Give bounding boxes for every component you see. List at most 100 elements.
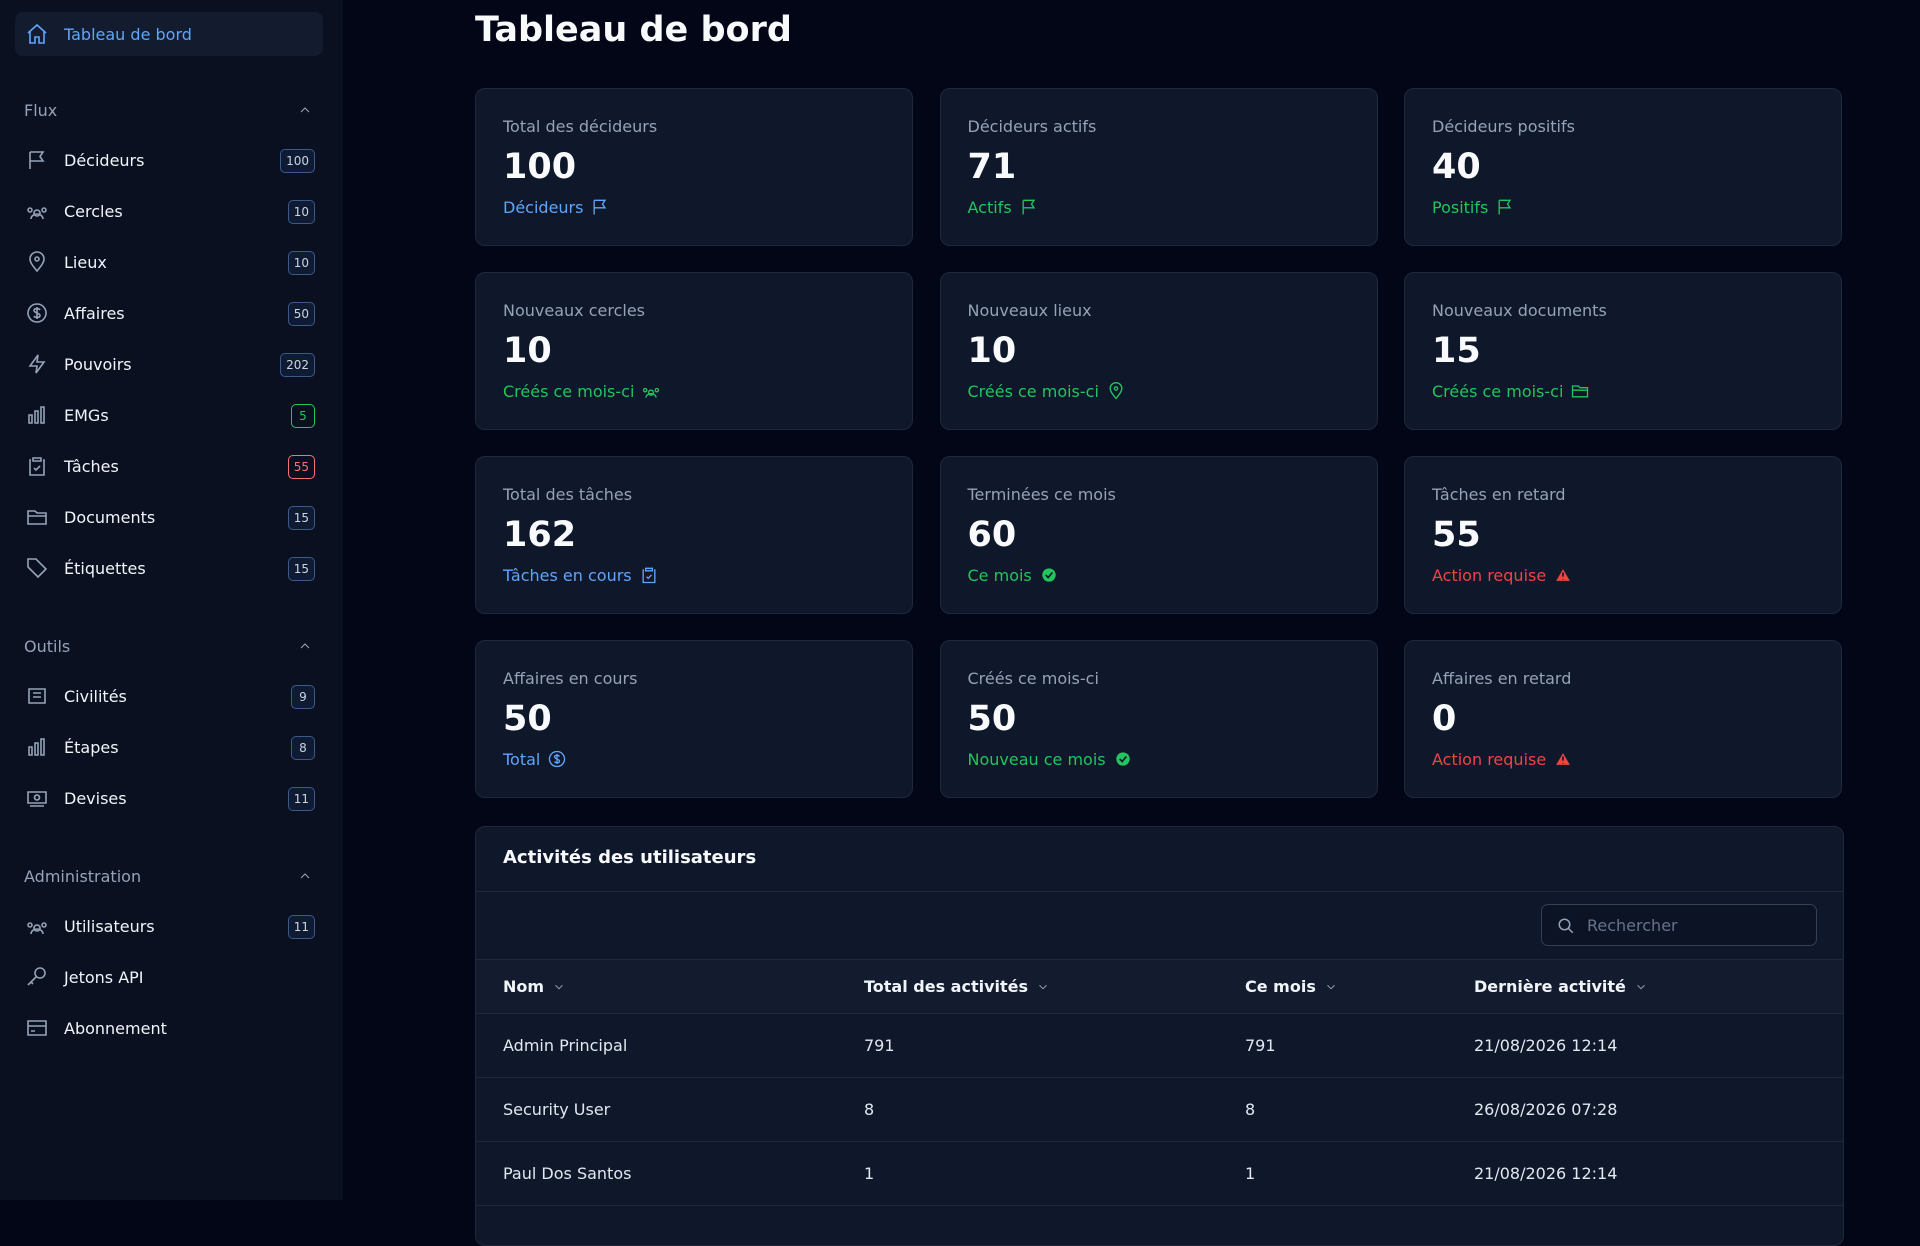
card-link[interactable]: Tâches en cours (503, 565, 659, 585)
nav-icon-path (27, 510, 47, 525)
table-cell: Admin Principal (503, 1036, 628, 1055)
section-title: Flux (24, 100, 58, 120)
nav-label: Tâches (64, 457, 119, 476)
table-cell: 791 (1245, 1036, 1276, 1055)
panel-title: Activités des utilisateurs (503, 847, 757, 868)
card-icon (1022, 199, 1035, 215)
column-header[interactable]: Ce mois (1245, 960, 1338, 1013)
stat-card: Total des décideurs 100 Décideurs (475, 88, 913, 246)
nav-icon (28, 354, 46, 374)
nav-icon-path (28, 406, 45, 424)
stat-card: Décideurs positifs 40 Positifs (1404, 88, 1842, 246)
nav-item[interactable]: EMGs 5 (15, 390, 323, 441)
nav-badge: 9 (291, 685, 315, 709)
nav-icon-path (29, 457, 45, 476)
card-label: Affaires en retard (1432, 669, 1572, 688)
table-cell: 8 (864, 1100, 875, 1119)
column-title: Dernière activité (1474, 977, 1626, 996)
card-label: Décideurs positifs (1432, 117, 1575, 136)
nav-item[interactable]: Tâches 55 (15, 441, 323, 492)
collapse-icon-path (300, 107, 310, 113)
nav-item[interactable]: Documents 15 (15, 492, 323, 543)
card-icon (549, 750, 566, 768)
nav-item[interactable]: Abonnement (15, 1003, 323, 1054)
column-header[interactable]: Total des activités (864, 960, 1050, 1013)
nav-dashboard[interactable]: Tableau de bord (15, 12, 323, 56)
nav-item[interactable]: Devises 11 (15, 773, 323, 824)
nav-item[interactable]: Étiquettes 15 (15, 543, 323, 594)
card-link-text: Total (503, 749, 541, 769)
nav-icon (27, 510, 47, 525)
nav-icon (27, 1020, 47, 1036)
nav-icon (27, 207, 47, 220)
card-link[interactable]: Créés ce mois-ci (968, 381, 1126, 401)
table-row[interactable]: Admin Principal 791 791 21/08/2026 12:14 (476, 1014, 1843, 1078)
card-link[interactable]: Action requise (1432, 565, 1573, 585)
nav-icon-path (28, 738, 45, 756)
stat-card: Affaires en retard 0 Action requise (1404, 640, 1842, 798)
card-value: 40 (1432, 147, 1481, 187)
stat-card: Tâches en retard 55 Action requise (1404, 456, 1842, 614)
card-icon (1498, 199, 1512, 215)
card-link[interactable]: Nouveau ce mois (968, 749, 1133, 769)
sort-icon-path (555, 984, 563, 989)
column-header[interactable]: Dernière activité (1474, 960, 1648, 1013)
nav-badge: 15 (287, 557, 315, 581)
card-link[interactable]: Ce mois (968, 565, 1059, 585)
stat-card: Nouveaux cercles 10 Créés ce mois-ci (475, 272, 913, 430)
search-placeholder: Rechercher (1587, 915, 1678, 935)
sort-icon-path (1327, 984, 1335, 989)
nav-item[interactable]: Utilisateurs 11 (15, 901, 323, 952)
nav-item[interactable]: Étapes 8 (15, 722, 323, 773)
nav-item[interactable]: Pouvoirs 202 (15, 339, 323, 390)
nav-item[interactable]: Lieux 10 (15, 237, 323, 288)
card-link[interactable]: Décideurs (503, 197, 610, 217)
nav-item[interactable]: Jetons API (15, 952, 323, 1003)
nav-label: Civilités (64, 687, 127, 706)
nav-item[interactable]: Civilités 9 (15, 671, 323, 722)
table-cell: 1 (1245, 1164, 1256, 1183)
section-header[interactable]: Flux (15, 90, 323, 130)
nav-badge: 202 (280, 353, 315, 377)
sort-icon (1637, 984, 1645, 989)
section-header[interactable]: Outils (15, 626, 323, 666)
nav-icon-path (29, 151, 45, 169)
table-cell: 26/08/2026 07:28 (1474, 1100, 1618, 1119)
nav-item[interactable]: Affaires 50 (15, 288, 323, 339)
nav-list: Civilités 9 Étapes 8 Devises 11 (15, 671, 323, 824)
nav-item[interactable]: Décideurs 100 (15, 135, 323, 186)
table-row[interactable]: Paul Dos Santos 1 1 21/08/2026 12:14 (476, 1142, 1843, 1206)
sort-icon (1039, 984, 1047, 989)
card-icon (1040, 566, 1058, 584)
column-header[interactable]: Nom (503, 960, 566, 1013)
nav-badge: 8 (291, 736, 315, 760)
table-cell: 1 (864, 1164, 875, 1183)
card-link[interactable]: Positifs (1432, 197, 1515, 217)
nav-badge: 5 (291, 404, 315, 428)
collapse-icon (300, 643, 310, 649)
nav-label: Devises (64, 789, 127, 808)
nav-badge: 11 (287, 787, 315, 811)
table-row[interactable]: Security User 8 8 26/08/2026 07:28 (476, 1078, 1843, 1142)
card-link[interactable]: Actifs (968, 197, 1039, 217)
nav-label: Étapes (64, 738, 119, 757)
section-header[interactable]: Administration (15, 856, 323, 896)
card-link[interactable]: Total (503, 749, 567, 769)
card-link[interactable]: Créés ce mois-ci (503, 381, 661, 401)
nav-icon-path (28, 354, 46, 374)
nav-icon-path (29, 251, 45, 273)
nav-icon (28, 688, 46, 704)
card-icon-path (1022, 199, 1035, 215)
collapse-icon (300, 107, 310, 113)
nav-item[interactable]: Cercles 10 (15, 186, 323, 237)
nav-icon (27, 922, 47, 935)
card-link[interactable]: Créés ce mois-ci (1432, 381, 1590, 401)
nav-badge: 55 (287, 455, 315, 479)
card-link[interactable]: Action requise (1432, 749, 1573, 769)
search-input[interactable]: Rechercher (1541, 904, 1817, 946)
card-icon-path (643, 387, 660, 398)
card-label: Tâches en retard (1432, 485, 1566, 504)
card-value: 71 (967, 147, 1017, 187)
stat-card: Nouveaux lieux 10 Créés ce mois-ci (939, 272, 1378, 430)
card-label: Total des tâches (503, 485, 633, 504)
